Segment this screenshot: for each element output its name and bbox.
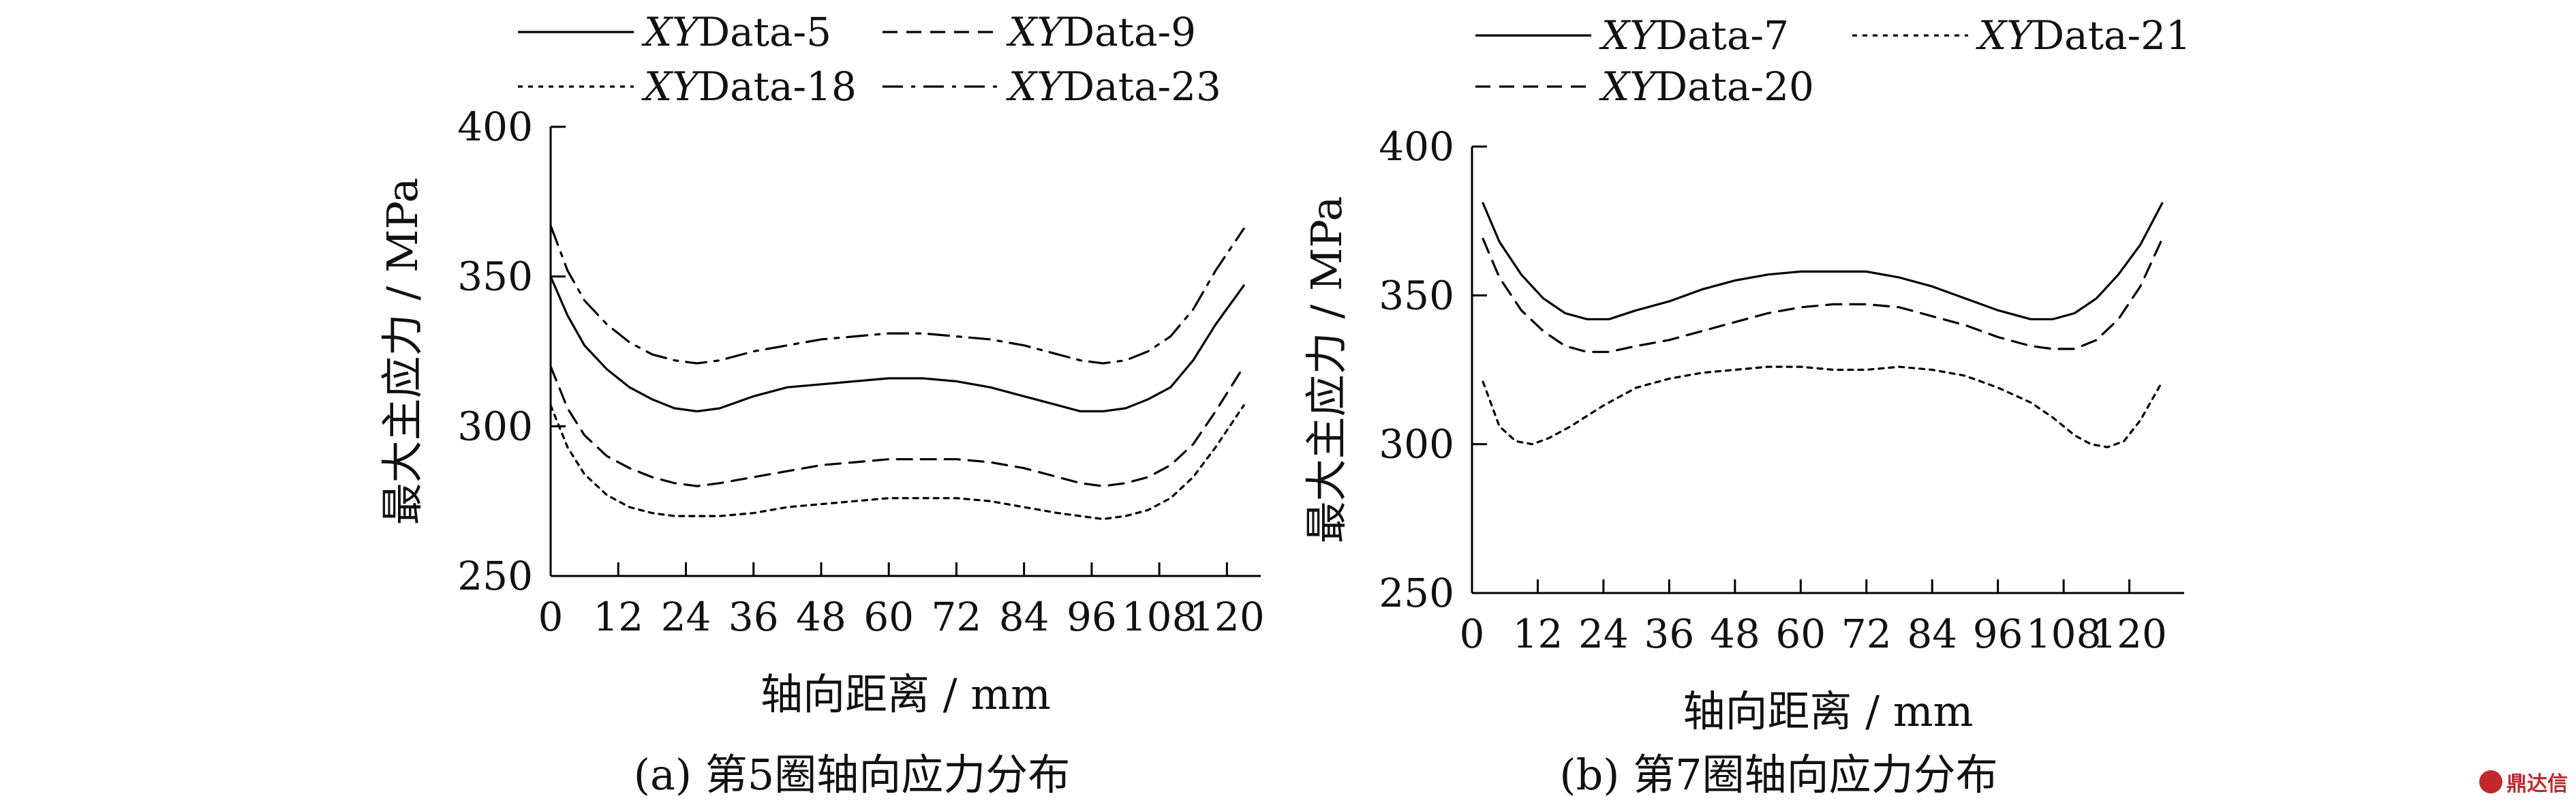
legend-label-name: Data-21 bbox=[2033, 12, 2191, 59]
legend-label: XYData-20 bbox=[1599, 63, 1814, 110]
y-tick-label: 250 bbox=[457, 553, 533, 599]
x-axis-label: 轴向距离 / mm bbox=[761, 669, 1051, 719]
series-line-data-21 bbox=[1482, 365, 2164, 449]
watermark-logo-icon bbox=[2479, 770, 2502, 793]
legend-label-name: Data-18 bbox=[699, 63, 857, 110]
legend-label-prefix: XY bbox=[641, 63, 701, 110]
x-tick-label: 24 bbox=[1578, 611, 1629, 657]
legend-label-prefix: XY bbox=[1599, 63, 1659, 110]
legend-label-name: Data-20 bbox=[1656, 63, 1814, 110]
legend-label-prefix: XY bbox=[1006, 9, 1066, 55]
legend-label: XYData-7 bbox=[1599, 12, 1789, 59]
x-tick-label: 48 bbox=[796, 594, 846, 640]
x-axis-label: 轴向距离 / mm bbox=[1683, 686, 1974, 736]
x-tick-label: 24 bbox=[661, 594, 711, 640]
y-tick-label: 300 bbox=[457, 403, 533, 449]
legend-label-prefix: XY bbox=[641, 9, 701, 55]
x-tick-label: 120 bbox=[1189, 594, 1265, 640]
legend-label: XYData-18 bbox=[641, 63, 857, 110]
x-tick-label: 96 bbox=[1973, 611, 2023, 657]
x-tick-label: 36 bbox=[1644, 611, 1694, 657]
x-tick-label: 108 bbox=[1122, 594, 1197, 640]
y-tick-label: 400 bbox=[457, 104, 533, 150]
y-tick-label: 400 bbox=[1379, 123, 1454, 170]
legend-label-name: Data-5 bbox=[699, 9, 831, 55]
series-line-data-7 bbox=[1482, 202, 2164, 320]
legend-label-name: Data-9 bbox=[1063, 9, 1196, 55]
y-tick-label: 350 bbox=[1379, 272, 1454, 318]
series-line-data-20 bbox=[1482, 237, 2164, 353]
series-line-data-5 bbox=[549, 275, 1245, 412]
y-tick-label: 350 bbox=[457, 254, 533, 300]
chart-caption: (a) 第5圈轴向应力分布 bbox=[634, 750, 1071, 800]
x-tick-label: 48 bbox=[1710, 611, 1760, 657]
legend-label-name: Data-23 bbox=[1063, 63, 1221, 110]
x-tick-label: 84 bbox=[1907, 611, 1957, 657]
x-tick-label: 60 bbox=[863, 594, 914, 640]
watermark-text: 鼎达信 bbox=[2506, 772, 2568, 796]
x-tick-label: 36 bbox=[729, 594, 779, 640]
x-tick-label: 96 bbox=[1067, 594, 1117, 640]
x-tick-label: 120 bbox=[2091, 611, 2167, 657]
legend-label: XYData-21 bbox=[1976, 12, 2191, 59]
y-axis-label: 最大主应力 / MPa bbox=[378, 178, 427, 526]
series-line-data-23 bbox=[549, 224, 1245, 365]
x-tick-label: 108 bbox=[2026, 611, 2102, 657]
x-tick-label: 0 bbox=[1460, 611, 1485, 657]
x-tick-label: 72 bbox=[1841, 611, 1892, 657]
x-tick-label: 12 bbox=[593, 594, 643, 640]
y-tick-label: 250 bbox=[1379, 570, 1454, 616]
legend-label-prefix: XY bbox=[1976, 12, 2036, 59]
chart-caption: (b) 第7圈轴向应力分布 bbox=[1559, 750, 1997, 800]
y-axis-label: 最大主应力 / MPa bbox=[1302, 196, 1351, 544]
series-line-data-18 bbox=[549, 404, 1245, 521]
legend-label: XYData-5 bbox=[641, 9, 831, 55]
legend-label-prefix: XY bbox=[1599, 12, 1659, 59]
legend-label: XYData-9 bbox=[1006, 9, 1196, 55]
x-tick-label: 60 bbox=[1775, 611, 1826, 657]
y-tick-label: 300 bbox=[1379, 421, 1454, 468]
legend-label-name: Data-7 bbox=[1656, 12, 1789, 59]
legend-label: XYData-23 bbox=[1006, 63, 1221, 110]
x-tick-label: 12 bbox=[1513, 611, 1563, 657]
legend-label-prefix: XY bbox=[1006, 63, 1066, 110]
x-tick-label: 84 bbox=[999, 594, 1049, 640]
x-tick-label: 0 bbox=[538, 594, 564, 640]
watermark: 鼎达信 bbox=[2479, 767, 2568, 797]
series-line-data-9 bbox=[549, 365, 1245, 487]
x-tick-label: 72 bbox=[932, 594, 982, 640]
